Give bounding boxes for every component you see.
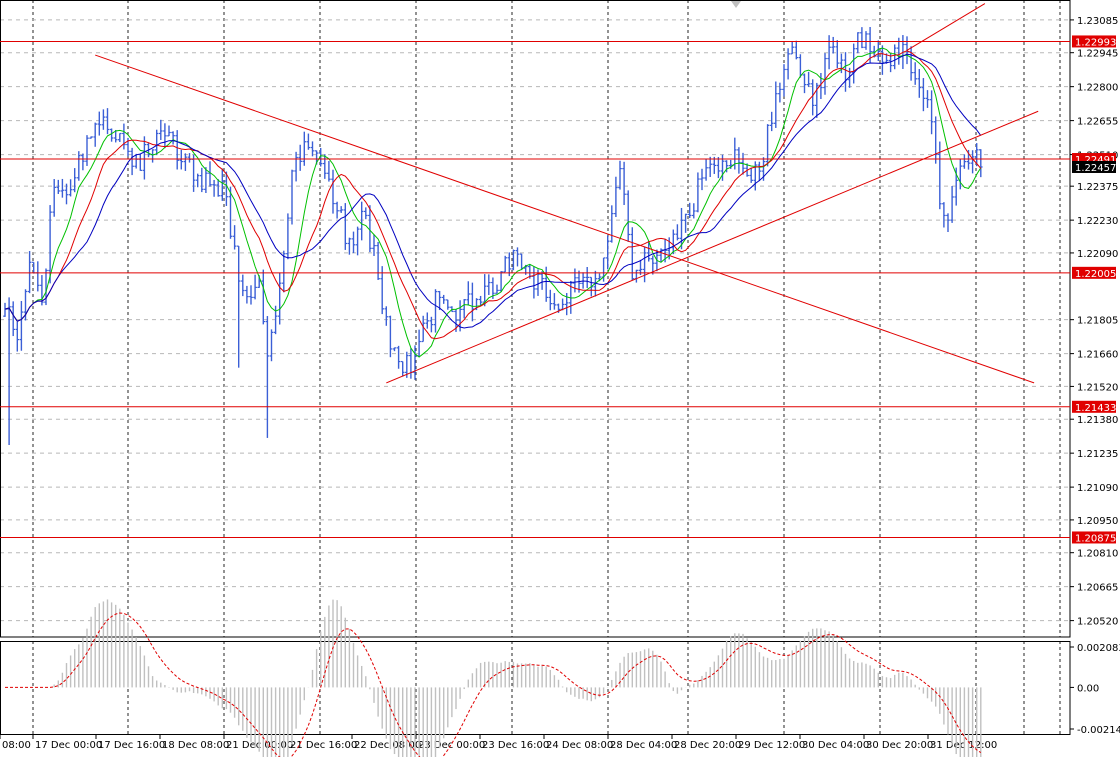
current-price-label: 1.22457: [1075, 163, 1116, 174]
price-axis: 1.230851.229451.228001.226551.225101.223…: [1070, 16, 1118, 628]
time-axis-label: 21 Dec 16:00: [290, 740, 357, 751]
price-axis-label: 1.20950: [1077, 516, 1118, 527]
time-axis-label: 31 Dec 12:00: [930, 740, 997, 751]
price-axis-label: 1.22945: [1077, 49, 1118, 60]
moving-averages: [4, 47, 982, 358]
price-level-label: 1.21433: [1075, 403, 1116, 414]
price-axis-label: 1.21380: [1077, 415, 1118, 426]
moving-average-line: [4, 50, 982, 340]
time-axis-label: 24 Dec 08:00: [546, 740, 613, 751]
price-level-badge: [1072, 531, 1116, 544]
shift-marker-icon: [731, 1, 741, 8]
price-axis-label: 1.22230: [1077, 216, 1118, 227]
trendline: [95, 54, 1035, 384]
time-axis-label: 28 Dec 20:00: [674, 740, 741, 751]
price-levels: [0, 40, 1070, 538]
price-axis-label: 1.22090: [1077, 249, 1118, 260]
price-axis-label: 1.22800: [1077, 83, 1118, 94]
price-axis-label: 1.21520: [1077, 382, 1118, 393]
moving-average-line: [4, 53, 982, 329]
time-axis-label: 28 Dec 04:00: [610, 740, 677, 751]
price-axis-label: 1.23085: [1077, 16, 1118, 27]
grid: [0, 0, 1070, 735]
time-axis-label: 29 Dec 12:00: [738, 740, 805, 751]
price-axis-label: 1.20520: [1077, 617, 1118, 628]
time-axis-label: 23 Dec 00:00: [418, 740, 485, 751]
price-level-label: 1.20875: [1075, 533, 1116, 544]
main-pane-frame: [0, 0, 1071, 638]
price-level-badge: [1072, 400, 1116, 413]
price-axis-label: 1.21805: [1077, 316, 1118, 327]
price-axis-label: 1.20665: [1077, 583, 1118, 594]
time-axis-label: 22 Dec 08:00: [354, 740, 421, 751]
oscillator-pane-frame: [0, 641, 1071, 735]
price-level-label: 1.22491: [1075, 155, 1116, 166]
oscillator-axis-label: 0.00: [1077, 683, 1099, 694]
time-axis-label: 23 Dec 16:00: [482, 740, 549, 751]
price-level-badge: [1072, 266, 1116, 279]
price-axis-label: 1.21660: [1077, 350, 1118, 361]
time-axis-label: 17 Dec 00:00: [35, 740, 102, 751]
trendlines: [95, 3, 1039, 384]
price-axis-label: 1.22655: [1077, 117, 1118, 128]
oscillator-axis-label: 0.002083: [1077, 643, 1120, 654]
time-axis-label: 18 Dec 08:00: [162, 740, 229, 751]
oscillator-axis-label: -0.002144: [1077, 725, 1120, 736]
price-level-label: 1.22993: [1075, 37, 1116, 48]
price-level-badge: [1072, 35, 1116, 48]
price-axis-label: 1.21090: [1077, 483, 1118, 494]
time-axis-label: 08:00: [2, 740, 31, 751]
current-price-badge: [1072, 160, 1116, 173]
time-axis-label: 30 Dec 04:00: [802, 740, 869, 751]
trendline: [386, 110, 1039, 384]
moving-average-line: [4, 47, 982, 358]
time-axis-label: 30 Dec 20:00: [866, 740, 933, 751]
price-level-label: 1.22005: [1075, 269, 1116, 280]
time-axis-label: 17 Dec 16:00: [98, 740, 165, 751]
price-axis-label: 1.20810: [1077, 549, 1118, 560]
price-axis-label: 1.22375: [1077, 182, 1118, 193]
oscillator-signal-line: [5, 612, 982, 761]
trendline: [906, 3, 986, 51]
oscillator: 0.002083 0.00 -0.002144: [5, 599, 1120, 761]
price-axis-label: 1.21235: [1077, 449, 1118, 460]
